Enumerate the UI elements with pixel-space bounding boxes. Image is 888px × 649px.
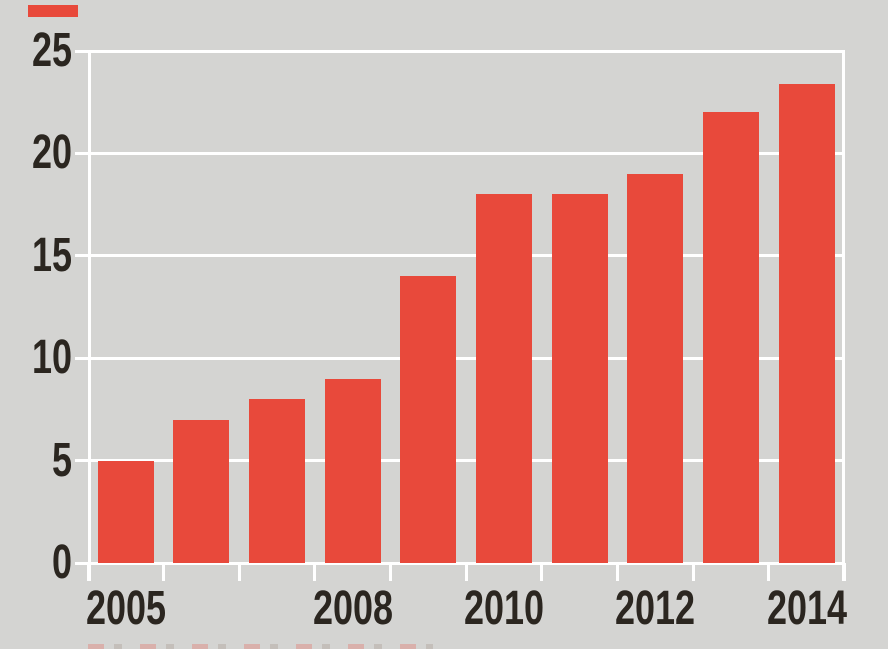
bar-2013: [703, 112, 760, 563]
gridline: [88, 151, 845, 155]
y-axis-tick: [75, 356, 88, 360]
y-axis-tick: [75, 561, 88, 565]
gridline: [88, 356, 845, 360]
x-tick-label: 2008: [312, 582, 393, 635]
x-tick-label: 2005: [85, 582, 166, 635]
x-axis-tick: [691, 563, 695, 581]
y-axis-line: [88, 51, 91, 581]
x-axis-tick: [767, 563, 771, 581]
y-axis-tick: [75, 459, 88, 463]
bar-2009: [400, 276, 457, 563]
bar-2010: [476, 194, 533, 563]
bar-2006: [173, 419, 230, 563]
x-axis-tick: [162, 563, 166, 581]
y-tick-label: 10: [31, 331, 72, 385]
bar-2011: [551, 194, 608, 563]
x-axis-tick: [237, 563, 241, 581]
y-axis-tick: [75, 254, 88, 258]
x-tick-label: 2010: [464, 582, 545, 635]
y-tick-label: 0: [51, 536, 72, 589]
gridline: [88, 459, 845, 463]
y-tick-label: 20: [31, 126, 72, 180]
x-tick-label: 2012: [615, 582, 696, 635]
plot-right-border: [841, 51, 845, 581]
bar-2014: [778, 83, 835, 563]
x-axis-tick: [540, 563, 544, 581]
x-axis-tick: [843, 563, 846, 581]
y-tick-label: 25: [31, 24, 72, 77]
y-tick-label: 15: [31, 228, 72, 282]
bar-2007: [249, 399, 306, 563]
x-axis-tick: [313, 563, 317, 581]
gridline: [88, 561, 845, 565]
x-axis-tick: [464, 563, 468, 581]
gridline: [88, 49, 845, 53]
cropped-red-mark: [28, 5, 78, 17]
y-axis-tick: [75, 151, 88, 155]
bar-2012: [627, 173, 684, 563]
cropped-footer-text-remnant: [88, 644, 433, 649]
x-tick-label: 2014: [766, 582, 847, 635]
x-axis-tick: [389, 563, 393, 581]
y-tick-label: 5: [51, 433, 72, 487]
plot-area: [75, 49, 846, 581]
gridline: [88, 254, 845, 258]
y-axis-tick: [75, 49, 88, 53]
x-axis-tick: [86, 563, 90, 581]
x-axis-tick: [616, 563, 620, 581]
bar-2005: [97, 460, 154, 563]
bar-2008: [324, 378, 381, 563]
